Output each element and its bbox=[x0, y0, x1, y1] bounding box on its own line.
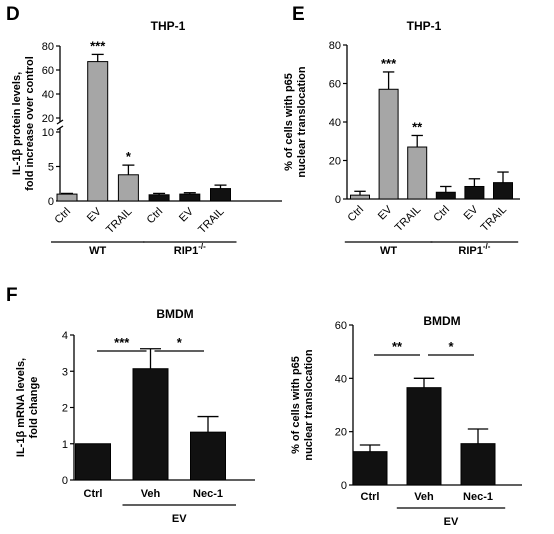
x-category-label: TRAIL bbox=[104, 206, 135, 237]
bar-trail bbox=[407, 146, 428, 200]
bar-ev bbox=[464, 185, 485, 200]
chart-title-f-left: BMDM bbox=[156, 307, 193, 321]
y-axis-label: % of cells with p65 bbox=[290, 356, 302, 454]
x-category-label: Ctrl bbox=[145, 206, 166, 227]
bar-trail bbox=[117, 174, 139, 202]
y-axis-label: fold change bbox=[28, 377, 40, 439]
group-label-superscript: -/- bbox=[483, 242, 491, 251]
axis-break-mark bbox=[56, 119, 64, 125]
bar-ctrl bbox=[75, 443, 111, 481]
x-category-label: EV bbox=[462, 203, 481, 222]
group-label: RIP1-/- bbox=[458, 242, 490, 257]
panel-letter-f: F bbox=[6, 285, 18, 306]
group-label: WT bbox=[380, 245, 397, 257]
y-tick-label: 0 bbox=[341, 480, 347, 492]
x-category-label: Ctrl bbox=[84, 488, 103, 500]
x-category-label: Ctrl bbox=[431, 204, 452, 225]
y-tick-label: 40 bbox=[329, 117, 341, 129]
y-tick-label: 5 bbox=[48, 162, 54, 174]
significance-label: *** bbox=[90, 38, 106, 53]
x-category-label: Nec-1 bbox=[193, 488, 223, 500]
panel-e: E THP-1 0 20 40 60 80 % of cells with p65 nucl… bbox=[283, 4, 520, 257]
bar-veh bbox=[132, 368, 169, 481]
group-label: RIP1-/- bbox=[174, 242, 206, 257]
x-category-label: EV bbox=[177, 205, 196, 224]
y-tick-label: 3 bbox=[62, 366, 68, 378]
bar-veh bbox=[406, 387, 442, 486]
x-category-label: TRAIL bbox=[393, 204, 424, 235]
bar-ctrl bbox=[56, 193, 78, 202]
x-category-label: TRAIL bbox=[196, 206, 227, 237]
bar-ctrl bbox=[350, 194, 370, 200]
y-tick-label: 0 bbox=[48, 196, 54, 208]
bar-ev bbox=[87, 61, 109, 202]
axis-break-mark bbox=[56, 125, 64, 131]
bar-trail bbox=[493, 182, 513, 200]
y-tick-label: 1 bbox=[62, 439, 68, 451]
significance-label: ** bbox=[412, 119, 423, 134]
y-tick-label: 4 bbox=[62, 330, 68, 342]
significance-label: *** bbox=[381, 56, 397, 71]
y-axis-label: IL-1β protein levels, bbox=[11, 72, 23, 175]
comparison-significance: ** bbox=[392, 339, 403, 354]
y-axis-label: fold increase over control bbox=[24, 56, 36, 190]
group-label: WT bbox=[89, 245, 106, 257]
bar-nec-1 bbox=[190, 431, 226, 481]
significance-label: * bbox=[126, 149, 132, 164]
x-category-label: Ctrl bbox=[53, 206, 74, 227]
bar-trail bbox=[210, 188, 231, 202]
comparison-significance: *** bbox=[114, 335, 130, 350]
x-category-label: Ctrl bbox=[361, 491, 380, 503]
y-axis-label: % of cells with p65 bbox=[283, 73, 295, 171]
chart-title-e: THP-1 bbox=[407, 19, 442, 33]
x-category-label: EV bbox=[376, 203, 395, 222]
y-tick-label: 20 bbox=[335, 427, 347, 439]
panel-letter-d: D bbox=[6, 4, 20, 25]
bar-nec-1 bbox=[460, 443, 496, 486]
comparison-significance: * bbox=[177, 335, 183, 350]
bar-ev bbox=[378, 88, 399, 200]
x-category-label: Ctrl bbox=[346, 204, 367, 225]
y-tick-label: 20 bbox=[329, 156, 341, 168]
bar-ev bbox=[179, 193, 201, 202]
x-category-label: Veh bbox=[414, 491, 434, 503]
y-axis-label: nuclear translocation bbox=[296, 66, 308, 178]
chart-title-f-right: BMDM bbox=[423, 314, 460, 328]
y-tick-label: 60 bbox=[42, 65, 54, 77]
x-category-label: TRAIL bbox=[479, 204, 510, 235]
panel-f-mrna: F BMDM 0 1 2 3 4 IL-1β mRNA levels, fold chang… bbox=[6, 285, 255, 525]
group-label: EV bbox=[172, 513, 187, 525]
bar-ctrl bbox=[352, 451, 388, 486]
panel-letter-e: E bbox=[292, 4, 305, 25]
x-category-label: Veh bbox=[141, 488, 161, 500]
x-category-label: Nec-1 bbox=[463, 491, 493, 503]
panel-f-p65: BMDM 0 20 40 60 % of cells with p65 nuclear t… bbox=[290, 314, 522, 528]
y-tick-label: 0 bbox=[335, 194, 341, 206]
y-tick-label: 80 bbox=[42, 41, 54, 53]
y-tick-label: 10 bbox=[42, 127, 54, 139]
y-tick-label: 40 bbox=[335, 373, 347, 385]
y-axis-label: nuclear translocation bbox=[303, 349, 315, 461]
x-category-label: EV bbox=[85, 205, 104, 224]
y-tick-label: 2 bbox=[62, 403, 68, 415]
y-tick-label: 60 bbox=[335, 320, 347, 332]
y-tick-label: 80 bbox=[329, 40, 341, 52]
y-tick-label: 40 bbox=[42, 89, 54, 101]
comparison-significance: * bbox=[448, 339, 454, 354]
y-tick-label: 0 bbox=[62, 475, 68, 487]
y-tick-label: 60 bbox=[329, 79, 341, 91]
group-label-superscript: -/- bbox=[198, 242, 206, 251]
y-axis-label: IL-1β mRNA levels, bbox=[15, 358, 27, 457]
y-tick-label: 20 bbox=[42, 113, 54, 125]
bar-ctrl bbox=[148, 194, 170, 202]
group-label: EV bbox=[444, 516, 459, 528]
chart-title-d: THP-1 bbox=[151, 19, 186, 33]
panel-d: D THP-1 0 5 10 20 40 60 80 IL-1β protein levels… bbox=[6, 4, 282, 257]
bar-ctrl bbox=[435, 191, 456, 200]
